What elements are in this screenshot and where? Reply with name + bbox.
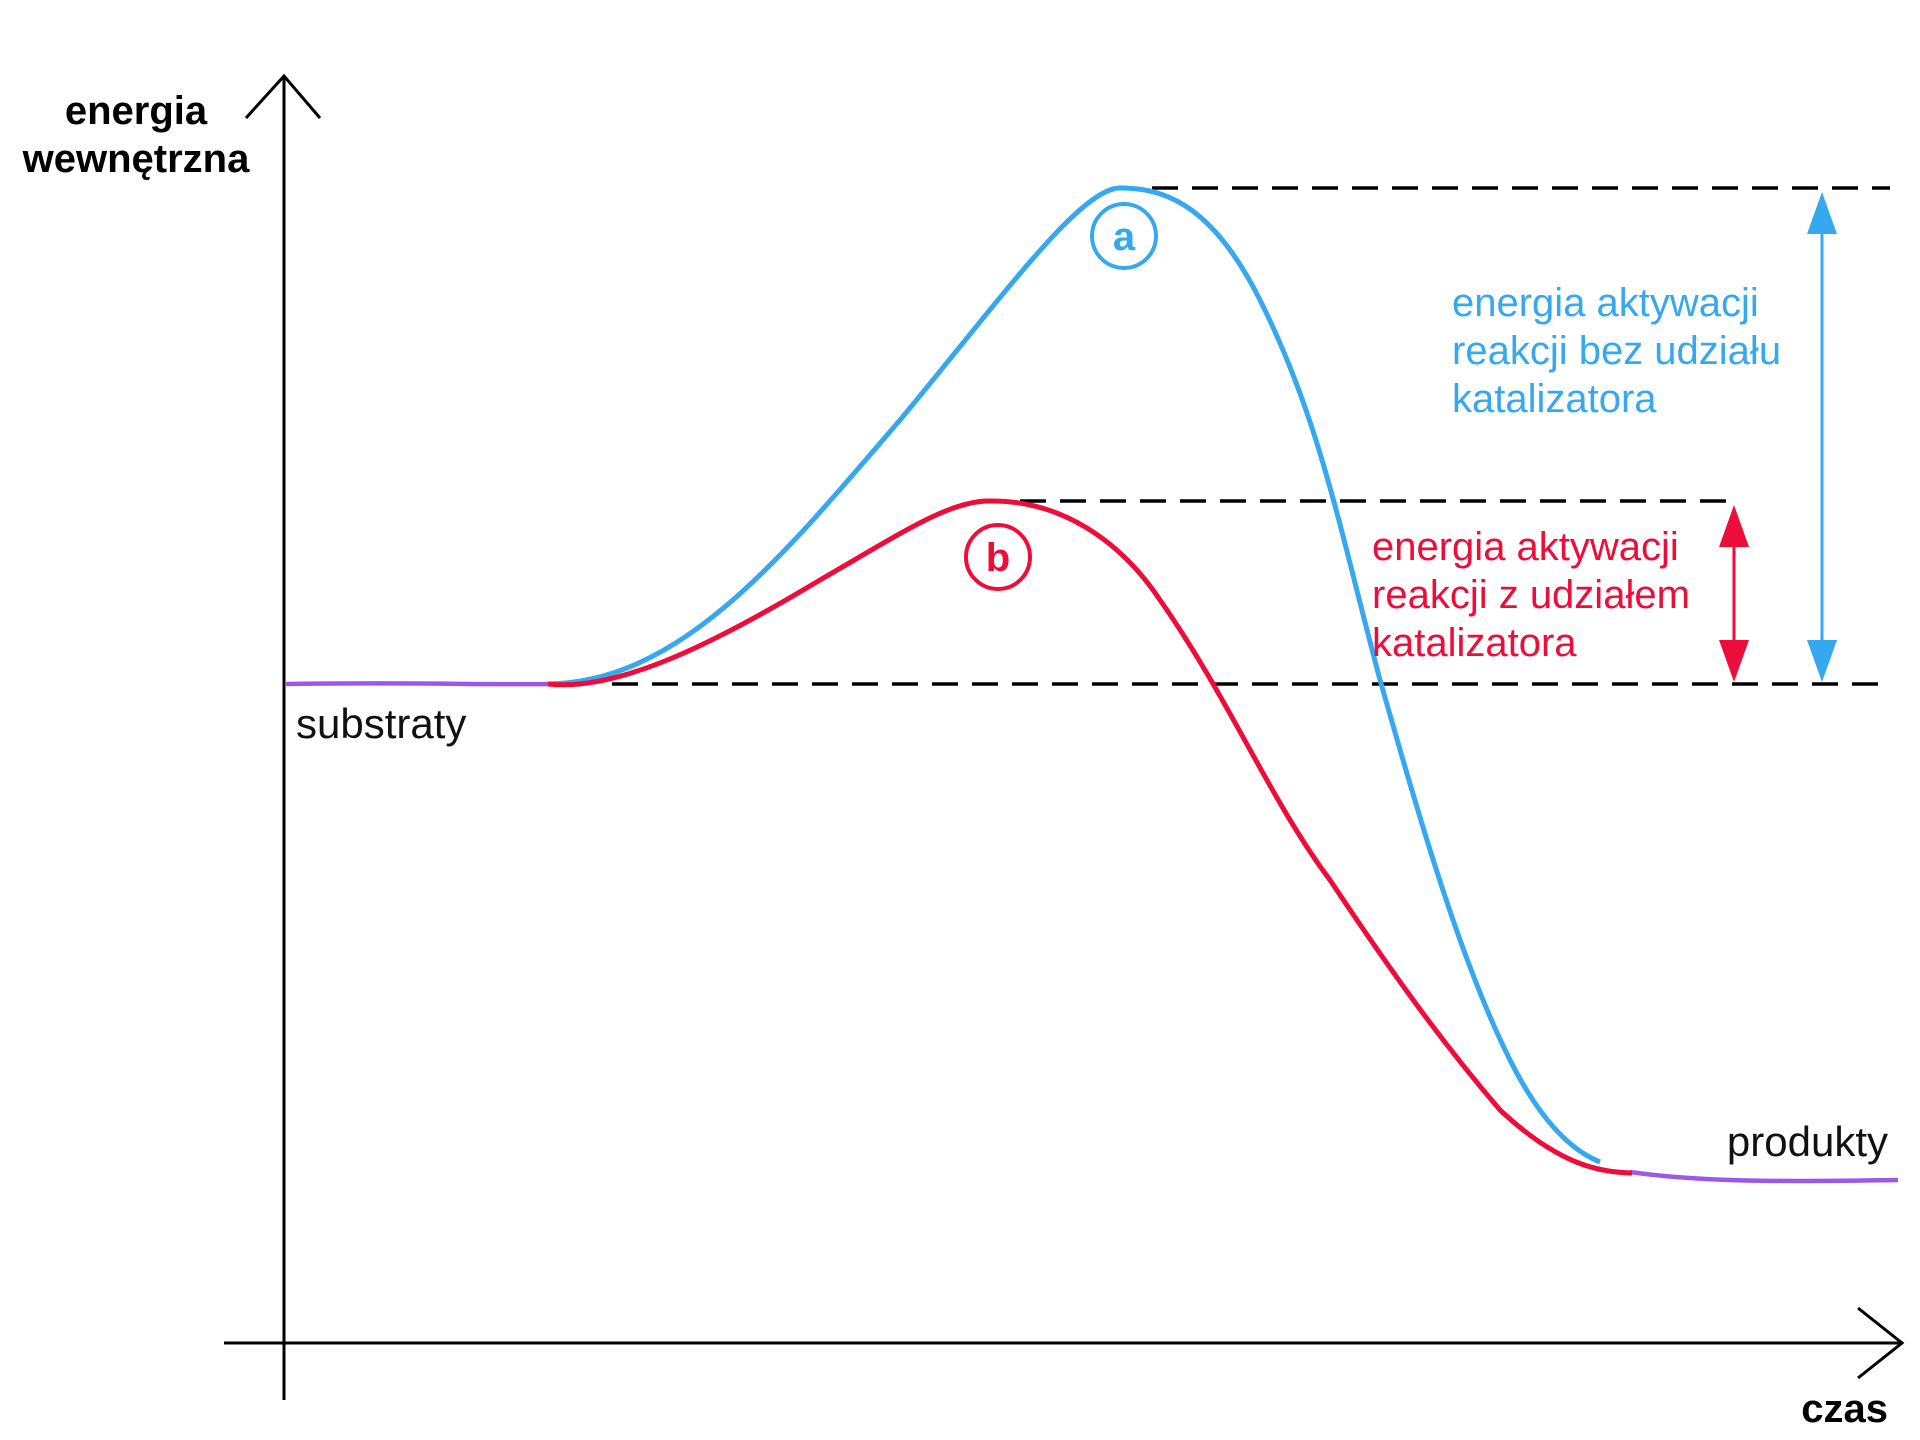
uncatalyzed-activation-arrow: [1807, 192, 1837, 682]
y-axis-label-line2: wewnętrzna: [22, 137, 250, 181]
blue-arrow-head-down: [1807, 640, 1837, 682]
x-axis-arrowhead: [1857, 1306, 1905, 1380]
uncatalyzed-annotation-line1: energia aktywacji: [1452, 281, 1759, 325]
red-arrow-head-up: [1719, 505, 1749, 547]
marker-b-label: b: [986, 536, 1010, 580]
uncatalyzed-reaction-curve: [547, 185, 1601, 1165]
uncatalyzed-annotation-line3: katalizatora: [1452, 377, 1657, 421]
catalyzed-annotation: energia aktywacji reakcji z udziałem kat…: [1372, 525, 1690, 665]
uncatalyzed-annotation: energia aktywacji reakcji bez udziału ka…: [1452, 281, 1781, 421]
catalyzed-annotation-line1: energia aktywacji: [1372, 525, 1679, 569]
x-axis-label: czas: [1801, 1387, 1888, 1431]
products-plateau-line: [1629, 1169, 1899, 1184]
catalyzed-reaction-curve: [547, 498, 1633, 1176]
catalyzed-annotation-line3: katalizatora: [1372, 621, 1577, 665]
reference-lines: [612, 186, 1890, 686]
catalyzed-annotation-line2: reakcji z udziałem: [1372, 573, 1690, 617]
marker-a-circle: [1090, 202, 1158, 270]
reactants-label: substraty: [296, 700, 466, 747]
red-arrow-head-down: [1719, 640, 1749, 682]
blue-arrow-head-up: [1807, 192, 1837, 234]
axes: [224, 73, 1905, 1400]
catalyzed-activation-arrow: [1719, 505, 1749, 682]
y-axis-arrowhead: [244, 73, 322, 120]
marker-b: b: [964, 523, 1032, 591]
marker-b-circle: [964, 523, 1032, 591]
marker-a-label: a: [1113, 215, 1136, 259]
y-axis-label-line1: energia: [65, 89, 208, 133]
uncatalyzed-annotation-line2: reakcji bez udziału: [1452, 329, 1781, 373]
marker-a: a: [1090, 202, 1158, 270]
products-label: produkty: [1727, 1118, 1888, 1165]
reactants-plateau-line: [285, 681, 549, 687]
